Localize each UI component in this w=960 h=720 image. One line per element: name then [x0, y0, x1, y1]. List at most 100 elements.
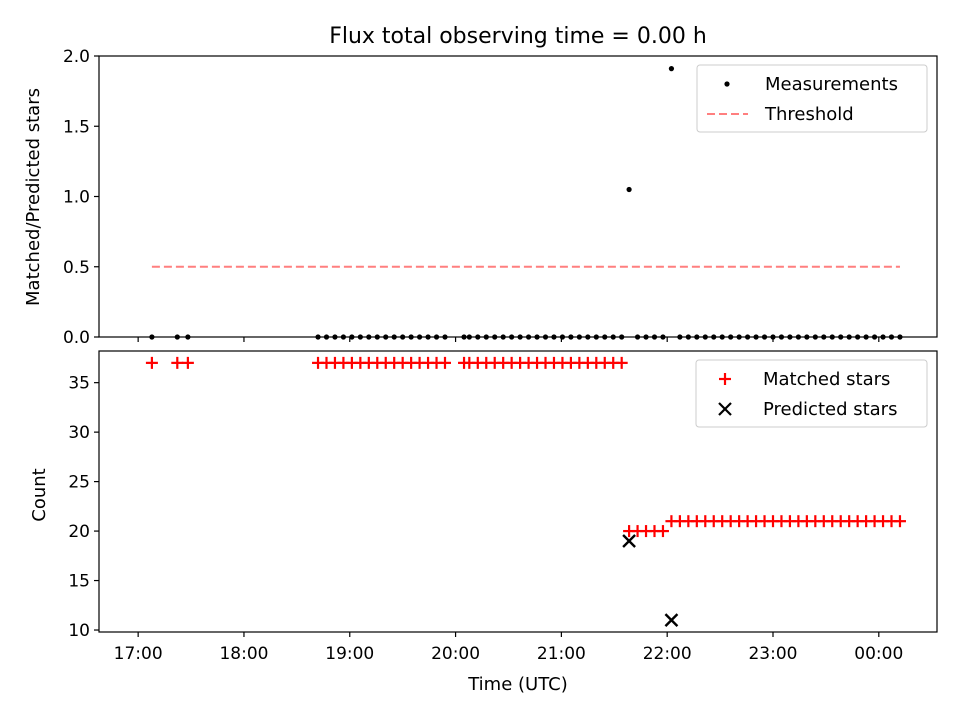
legend-label-matched: Matched stars: [763, 369, 890, 390]
bottom-series-layer: [145, 356, 906, 627]
measurement-point: [542, 334, 549, 340]
measurement-point: [668, 66, 675, 72]
matched-legend-marker: [719, 373, 731, 385]
legend-label-predicted: Predicted stars: [763, 399, 897, 420]
y-tick-label: 25: [68, 473, 90, 493]
measurement-point: [761, 334, 768, 340]
measurement-point: [745, 334, 751, 340]
measurement-point: [863, 334, 869, 340]
top-x-axis-ticks: [137, 337, 880, 342]
bottom-legend: Matched stars Predicted stars: [695, 359, 928, 428]
y-tick-label: 0.0: [63, 328, 90, 348]
measurement-point: [719, 334, 725, 340]
measurement-point: [711, 334, 717, 340]
top-panel: 0.00.51.01.52.0 Matched/Predicted stars …: [23, 47, 938, 348]
measurement-point: [694, 334, 700, 340]
measurement-point: [149, 334, 155, 340]
matched-star-point: [145, 356, 158, 369]
bottom-panel-frame: [98, 350, 938, 633]
x-tick-label: 20:00: [431, 644, 480, 664]
y-tick-label: 35: [68, 374, 90, 394]
measurement-point: [576, 334, 582, 340]
y-tick-label: 20: [68, 522, 90, 542]
measurement-point: [433, 334, 440, 340]
legend-label-measurements: Measurements: [765, 74, 898, 95]
measurement-point: [795, 334, 801, 340]
matched-star-point: [438, 356, 451, 369]
measurement-point: [509, 334, 515, 340]
measurement-point: [778, 334, 785, 340]
measurement-point: [787, 334, 793, 340]
measurement-point: [736, 334, 742, 340]
measurement-point: [483, 334, 489, 340]
top-y-axis-label: Matched/Predicted stars: [23, 88, 44, 306]
measurement-point: [332, 334, 338, 340]
x-tick-label: 00:00: [854, 644, 903, 664]
measurement-point: [855, 334, 861, 340]
measurement-point: [812, 334, 818, 340]
measurement-point: [383, 334, 389, 340]
matched-star-point: [171, 356, 184, 369]
matched-star-point: [615, 356, 628, 369]
measurement-point: [651, 334, 658, 340]
x-tick-label: 22:00: [643, 644, 692, 664]
chart-title: Flux total observing time = 0.00 h: [329, 24, 707, 49]
measurement-point: [408, 334, 414, 340]
measurement-point: [602, 334, 608, 340]
measurement-point: [880, 334, 886, 340]
y-tick-label: 1.5: [63, 117, 90, 137]
measurement-point: [391, 334, 397, 340]
x-tick-label: 23:00: [748, 644, 797, 664]
measurements-legend-marker: [724, 81, 730, 87]
predicted-star-point: [664, 613, 679, 627]
bottom-y-axis-label: Count: [29, 468, 50, 521]
top-legend: Measurements Threshold: [696, 64, 928, 133]
measurement-point: [517, 334, 523, 340]
measurement-point: [349, 334, 355, 340]
measurement-point: [366, 334, 372, 340]
measurement-point: [871, 334, 878, 340]
legend-label-threshold: Threshold: [764, 104, 854, 125]
measurement-point: [626, 186, 632, 193]
y-tick-label: 10: [68, 621, 90, 641]
measurement-point: [770, 334, 776, 340]
measurement-point: [829, 334, 835, 340]
predicted-legend-marker: [718, 402, 732, 416]
measurement-point: [323, 334, 330, 340]
measurement-point: [610, 334, 616, 340]
measurement-point: [619, 334, 625, 340]
x-tick-label: 18:00: [219, 644, 268, 664]
x-tick-label: 19:00: [325, 644, 374, 664]
measurement-point: [461, 334, 467, 340]
measurement-point: [357, 334, 363, 340]
measurement-point: [702, 334, 708, 340]
measurement-point: [685, 334, 691, 340]
measurement-point: [838, 334, 844, 340]
y-tick-label: 30: [68, 423, 90, 443]
bottom-y-axis-ticks: 10 15 20 25 30 35: [68, 374, 99, 641]
bottom-x-axis-ticks: 17:00 18:00 19:00 20:00 21:00 22:00 23:00 00:00: [114, 632, 903, 664]
matched-star-point: [181, 356, 194, 369]
measurement-point: [568, 334, 574, 340]
y-tick-label: 15: [68, 572, 90, 592]
top-series-layer: [149, 66, 903, 340]
bottom-panel: 10 15 20 25 30 35 17:00 18:00 19:00 20:00 21:00 22…: [29, 350, 938, 695]
measurement-point: [593, 334, 599, 340]
bottom-legend-box: [695, 359, 928, 428]
measurement-point: [416, 334, 423, 340]
measurement-point: [846, 334, 852, 340]
measurement-point: [643, 334, 649, 340]
measurement-point: [442, 334, 448, 340]
measurement-point: [634, 334, 641, 340]
measurement-point: [340, 334, 347, 340]
measurement-point: [728, 334, 734, 340]
measurement-point: [897, 334, 903, 340]
measurement-point: [400, 334, 406, 340]
measurement-point: [475, 334, 481, 340]
measurement-point: [500, 334, 506, 340]
top-legend-box: [696, 64, 928, 133]
measurement-point: [888, 334, 895, 340]
measurement-point: [374, 334, 380, 340]
measurement-point: [174, 334, 180, 340]
